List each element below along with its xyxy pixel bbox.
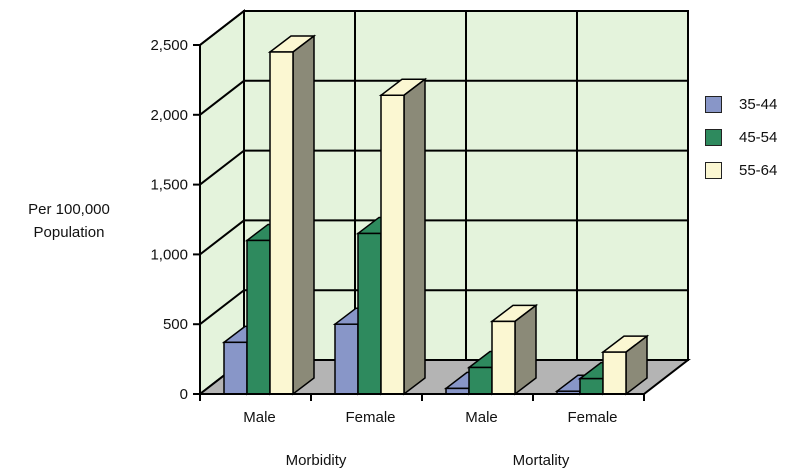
- chart-axes: 0 500 1,000 1,500 2,000 2,500 Male Female Male Fe…: [150, 37, 645, 426]
- y-axis-title-line-2: Population: [33, 224, 105, 241]
- bar-front: [468, 366, 493, 395]
- gridline-1500: [199, 149, 688, 186]
- x-tick-label-2: Female: [345, 409, 395, 426]
- legend-item-45-54: 45-54: [705, 121, 777, 154]
- bar-front: [491, 320, 516, 395]
- gridline-2000: [199, 79, 688, 116]
- y-tick-label-2500: 2,500: [150, 37, 188, 54]
- y-tick-label-1500: 1,500: [150, 177, 188, 194]
- bar-side: [514, 303, 537, 396]
- y-tick-label-2000: 2,000: [150, 107, 188, 124]
- legend-label-55-64: 55-64: [739, 162, 778, 179]
- y-axis-title: Per 100,000 Population: [10, 198, 128, 244]
- legend-label-45-54: 45-54: [739, 129, 778, 146]
- legend-item-35-44: 35-44: [705, 88, 777, 121]
- bar-55-64-2: [378, 77, 428, 396]
- bar-front: [602, 351, 627, 395]
- legend-label-35-44: 35-44: [739, 96, 778, 113]
- x-tick-label-4: Female: [567, 409, 617, 426]
- legend-swatch-55-64: [705, 162, 722, 179]
- bar-front: [334, 323, 359, 395]
- gridline-2500: [199, 10, 688, 46]
- bar-side: [403, 77, 426, 396]
- y-tick-label-500: 500: [163, 316, 188, 333]
- legend-swatch-45-54: [705, 129, 722, 146]
- gridline-1000: [199, 219, 688, 256]
- legend-item-55-64: 55-64: [705, 154, 777, 187]
- chart-gridlines: [199, 10, 688, 360]
- bar-55-64-4: [600, 334, 650, 396]
- y-tick-label-1000: 1,000: [150, 246, 188, 263]
- x-tick-label-3: Male: [465, 409, 498, 426]
- y-tick-label-0: 0: [180, 386, 188, 403]
- bar-front: [269, 51, 294, 395]
- bar-front: [246, 239, 271, 395]
- legend-swatch-35-44: [705, 96, 722, 113]
- bar-side: [292, 34, 315, 396]
- y-axis-title-line-1: Per 100,000: [28, 201, 110, 218]
- bar-front: [357, 232, 382, 395]
- bar-55-64-3: [489, 303, 539, 396]
- legend: 35-44 45-54 55-64: [705, 88, 777, 187]
- gridline-500: [199, 289, 688, 325]
- group-label-mortality: Mortality: [512, 452, 570, 469]
- group-label-morbidity: Morbidity: [285, 452, 347, 469]
- bar-front: [223, 341, 248, 395]
- bar-front: [380, 94, 405, 395]
- bar-55-64-1: [267, 34, 317, 396]
- x-tick-label-1: Male: [243, 409, 276, 426]
- bar-front: [579, 377, 604, 395]
